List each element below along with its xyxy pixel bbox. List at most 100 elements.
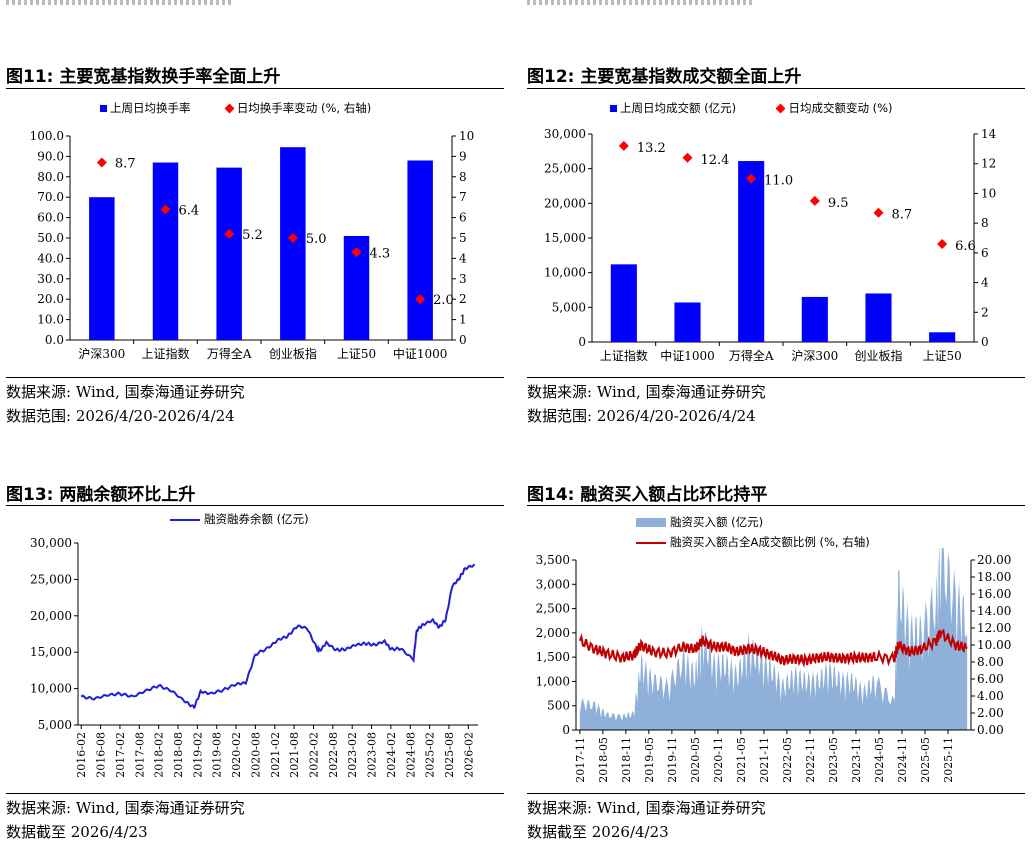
fig12-bottom-rule (527, 377, 1025, 378)
x-category-label: 中证1000 (660, 348, 715, 363)
y-tick-label: 1,500 (536, 650, 570, 664)
diamond-marker (415, 294, 426, 305)
diamond-marker (96, 157, 107, 168)
x-tick-label: 2023-11 (850, 737, 863, 783)
y2-tick-label: 5 (459, 231, 467, 245)
y2-tick-label: 9 (459, 149, 467, 163)
data-label: 13.2 (637, 141, 666, 156)
series-area-margin-buy (579, 548, 968, 730)
fig14-source: 数据来源: Wind, 国泰海通证券研究 (527, 799, 766, 817)
y2-tick-label: 8 (981, 216, 989, 230)
bar (674, 302, 701, 342)
x-tick-label: 2021-05 (735, 737, 748, 783)
fig12-legend-marker-label: 日均成交额变动 (%) (788, 101, 893, 115)
x-tick-label: 2025-02 (424, 732, 437, 778)
diamond-marker (351, 247, 362, 258)
fig12-range: 数据范围: 2026/4/20-2026/4/24 (527, 407, 756, 425)
x-tick-label: 2020-02 (230, 732, 243, 778)
x-tick-label: 2022-11 (804, 737, 817, 783)
fig13-bottom-rule (6, 793, 504, 794)
fig12-legend-bar-swatch (610, 105, 617, 112)
x-tick-label: 2018-08 (172, 732, 185, 778)
fig14-title: 图14: 融资买入额占比环比持平 (527, 485, 768, 505)
bar (152, 162, 179, 340)
x-tick-label: 2022-08 (327, 732, 340, 778)
fig11-legend-bar-swatch (100, 105, 107, 112)
x-tick-label: 2023-05 (827, 737, 840, 783)
fig11-legend-diamond-swatch (224, 103, 235, 114)
x-tick-label: 2018-11 (620, 737, 633, 783)
fig13-title-rule (6, 505, 504, 506)
y2-tick-label: 10 (459, 129, 474, 143)
y-tick-label: 80.0 (37, 170, 64, 184)
x-tick-label: 2024-05 (873, 737, 886, 783)
y-tick-label: 0 (562, 723, 570, 737)
fig12-source: 数据来源: Wind, 国泰海通证券研究 (527, 383, 766, 401)
x-tick-label: 2025-05 (919, 737, 932, 783)
fig13-chart: 5,000 10,000 15,000 20,000 25,000 30,000 2016-… (30, 536, 478, 778)
fig14-title-rule (527, 505, 1025, 506)
fig14-bottom-rule (527, 793, 1025, 794)
x-tick-label: 2017-08 (133, 732, 146, 778)
bar (801, 296, 828, 342)
fig14-legend-line-swatch (636, 541, 666, 544)
y2-tick-label: 10 (981, 186, 996, 200)
y2-tick-label: 0.00 (977, 723, 1004, 737)
y2-tick-label: 0 (459, 333, 467, 347)
y-tick-label: 30,000 (544, 127, 586, 141)
fig12-title: 图12: 主要宽基指数成交额全面上升 (527, 67, 802, 87)
x-category-label: 万得全A (207, 346, 252, 361)
top-cutoff-strip-right (527, 0, 752, 5)
fig13-legend: 融资融券余额 (亿元) (170, 511, 309, 527)
y-tick-label: 20,000 (30, 609, 72, 623)
fig12-legend-diamond-swatch (776, 103, 786, 114)
fig12-legend: 上周日均成交额 (亿元) 日均成交额变动 (%) (610, 100, 893, 116)
x-tick-label: 2019-02 (191, 732, 204, 778)
x-tick-label: 2023-08 (366, 732, 379, 778)
bar (738, 161, 765, 342)
x-category-label: 上证50 (337, 347, 376, 361)
x-tick-label: 2024-02 (385, 732, 398, 778)
x-tick-label: 2020-11 (712, 737, 725, 783)
fig13-title: 图13: 两融余额环比上升 (6, 485, 196, 505)
x-tick-label: 2018-05 (597, 737, 610, 783)
y-tick-label: 10,000 (544, 266, 586, 280)
bar (89, 197, 115, 340)
data-label: 11.0 (764, 174, 793, 189)
y2-tick-label: 2 (459, 292, 467, 306)
x-tick-label: 2016-08 (95, 732, 108, 778)
fig14-chart: 0 500 1,000 1,500 2,000 2,500 3,000 3,500 0.00 2.… (536, 548, 1011, 783)
fig12-chart: 0 5,000 10,000 15,000 20,000 25,000 30,000 0 2 4 6… (544, 127, 997, 363)
y2-tick-label: 7 (459, 190, 467, 204)
fig11-title: 图11: 主要宽基指数换手率全面上升 (6, 67, 281, 87)
fig14-legend: 融资买入额 (亿元) 融资买入额占全A成交额比例 (%, 右轴) (636, 512, 870, 552)
y-tick-label: 5,000 (38, 718, 72, 732)
x-tick-label: 2018-02 (153, 732, 166, 778)
x-category-label: 中证1000 (393, 346, 448, 361)
data-label: 4.3 (370, 246, 391, 261)
diamond-marker (682, 152, 693, 163)
x-tick-label: 2021-02 (269, 732, 282, 778)
fig11-legend-marker-label: 日均换手率变动 (%, 右轴) (236, 101, 372, 115)
fig12-legend-bar-label: 上周日均成交额 (亿元) (620, 101, 737, 115)
fig13-range: 数据截至 2026/4/23 (6, 823, 148, 841)
y-tick-label: 3,500 (536, 553, 570, 567)
x-tick-label: 2020-08 (249, 732, 262, 778)
data-label: 12.4 (701, 153, 730, 168)
x-category-label: 上证50 (923, 349, 962, 363)
x-tick-label: 2025-08 (443, 732, 456, 778)
y2-tick-label: 0 (981, 335, 989, 349)
bar (280, 147, 306, 340)
y2-tick-label: 16.00 (977, 587, 1011, 601)
x-category-label: 创业板指 (269, 346, 317, 361)
x-tick-label: 2020-05 (689, 737, 702, 783)
x-tick-label: 2017-11 (574, 737, 587, 783)
y2-tick-label: 6 (459, 211, 467, 225)
y-tick-label: 30.0 (37, 272, 64, 286)
diamond-marker (160, 204, 171, 215)
diamond-marker (873, 207, 884, 218)
fig11-source: 数据来源: Wind, 国泰海通证券研究 (6, 383, 245, 401)
data-label: 5.0 (306, 232, 327, 247)
y-tick-label: 60.0 (37, 211, 64, 225)
top-cutoff-strip-left (6, 0, 231, 5)
